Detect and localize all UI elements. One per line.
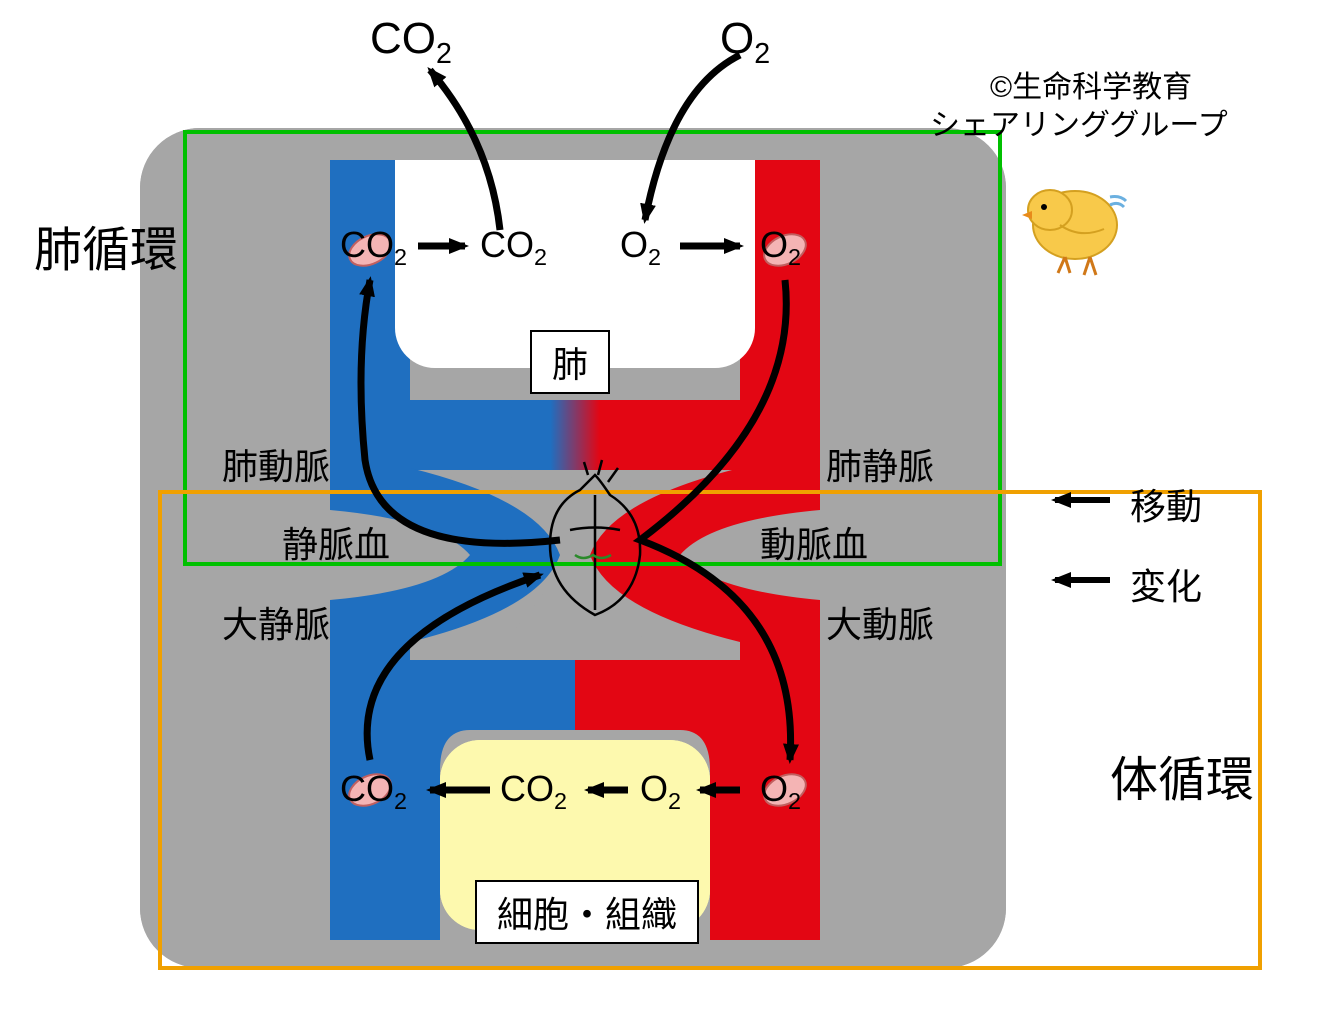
legend-change-label: 変化 (1130, 558, 1202, 610)
tissue-box-label: 細胞・組織 (475, 880, 699, 944)
legend-arrows (1055, 500, 1110, 580)
venous-blood-label: 静脈血 (282, 516, 390, 568)
o2-top-label: O2 (720, 14, 770, 71)
legend-move-label: 移動 (1130, 478, 1202, 530)
co2-top-label: CO2 (370, 14, 452, 71)
tissue-o2-cell: O2 (760, 768, 801, 815)
aorta-label: 大動脈 (826, 596, 934, 648)
pulmonary-vein-label: 肺静脈 (826, 438, 934, 490)
chick-mascot (1022, 190, 1126, 275)
diagram-stage: CO2 O2 ©生命科学教育 シェアリンググループ 肺循環 体循環 CO2 CO… (0, 0, 1319, 1021)
tissue-co2-cell: CO2 (340, 768, 407, 815)
tissue-o2-free: O2 (640, 768, 681, 815)
lung-o2-free: O2 (620, 224, 661, 271)
copyright-line2: シェアリンググループ (930, 100, 1228, 144)
lung-co2-free: CO2 (480, 224, 547, 271)
tissue-co2-free: CO2 (500, 768, 567, 815)
vena-cava-label: 大静脈 (222, 596, 330, 648)
arterial-blood-label: 動脈血 (760, 516, 868, 568)
systemic-title: 体循環 (1110, 740, 1254, 810)
pulmonary-artery-label: 肺動脈 (222, 438, 330, 490)
lung-box-label: 肺 (530, 330, 610, 394)
lung-co2-cell: CO2 (340, 224, 407, 271)
diagram-svg (0, 0, 1319, 1021)
pulmonary-title: 肺循環 (34, 210, 178, 280)
circulation-vessels (140, 128, 1006, 968)
lung-o2-cell: O2 (760, 224, 801, 271)
